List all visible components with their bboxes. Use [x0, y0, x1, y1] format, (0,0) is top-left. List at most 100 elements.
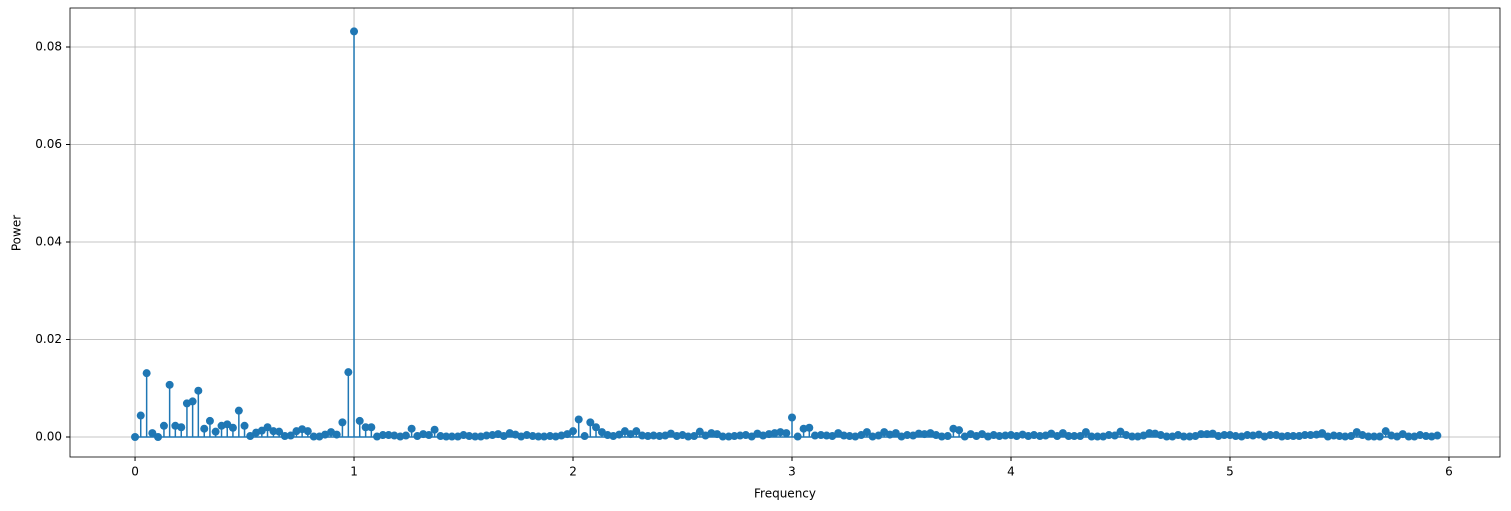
stem-marker	[1404, 432, 1413, 441]
stem-marker	[1306, 431, 1315, 440]
stem-marker	[205, 416, 214, 425]
stem-marker	[632, 427, 641, 436]
stem-marker	[1214, 432, 1223, 441]
stem-marker	[793, 432, 802, 441]
stem-marker	[442, 432, 451, 441]
y-tick-label: 0.00	[35, 430, 62, 444]
y-tick-label: 0.06	[35, 137, 62, 151]
stem-marker	[1070, 432, 1079, 441]
stem-marker	[690, 432, 699, 441]
stem-marker	[280, 432, 289, 441]
stem-marker	[805, 423, 814, 432]
stem-marker	[1266, 431, 1275, 440]
stem-marker	[782, 429, 791, 438]
stem-marker	[465, 432, 474, 441]
stem-marker	[955, 426, 964, 435]
stem-marker	[194, 386, 203, 395]
stem-marker	[1076, 432, 1085, 441]
x-tick-label: 2	[569, 465, 577, 479]
x-tick-label: 0	[131, 465, 139, 479]
stem-marker	[499, 432, 508, 441]
stem-marker	[154, 433, 163, 442]
stem-marker	[177, 423, 186, 432]
stem-marker	[142, 369, 151, 378]
stem-marker	[1179, 432, 1188, 441]
stem-marker	[1029, 431, 1038, 440]
stem-marker	[430, 425, 439, 434]
stem-marker	[776, 428, 785, 437]
stem-marker	[1104, 431, 1113, 440]
stem-marker	[275, 427, 284, 436]
stem-marker	[1248, 431, 1257, 440]
stem-marker	[1064, 432, 1073, 441]
stem-marker	[943, 432, 952, 441]
stem-marker	[407, 424, 416, 433]
stem-marker	[586, 418, 595, 427]
stem-marker	[1364, 432, 1373, 441]
stem-marker	[522, 431, 531, 440]
stem-marker	[903, 431, 912, 440]
stem-marker	[165, 380, 174, 389]
stem-marker	[580, 432, 589, 441]
stem-marker	[361, 423, 370, 432]
stem-marker	[200, 424, 209, 433]
x-tick-label: 4	[1007, 465, 1015, 479]
stem-marker	[338, 418, 347, 427]
stem-marker	[286, 431, 295, 440]
stem-marker	[159, 421, 168, 430]
stem-marker	[378, 431, 387, 440]
stem-marker	[995, 432, 1004, 441]
x-tick-label: 1	[350, 465, 358, 479]
stem-marker	[1381, 427, 1390, 436]
stem-marker	[828, 432, 837, 441]
stem-marker	[1283, 432, 1292, 441]
y-tick-label: 0.08	[35, 40, 62, 54]
stem-marker	[540, 432, 549, 441]
stem-marker	[695, 427, 704, 436]
y-tick-label: 0.02	[35, 332, 62, 346]
stem-marker	[228, 423, 237, 432]
stem-marker	[1231, 432, 1240, 441]
stem-marker	[920, 430, 929, 439]
stem-marker	[718, 432, 727, 441]
stem-marker	[136, 411, 145, 420]
plot-frame	[69, 7, 1501, 458]
stem-marker	[937, 432, 946, 441]
stem-marker	[1341, 432, 1350, 441]
stem-marker	[1347, 432, 1356, 441]
stem-marker	[1110, 431, 1119, 440]
stem-marker	[131, 433, 140, 442]
stem-marker	[148, 429, 157, 438]
stem-marker	[482, 431, 491, 440]
stem-marker	[344, 368, 353, 377]
stem-marker	[1087, 432, 1096, 441]
stem-marker	[355, 416, 364, 425]
stem-marker	[263, 423, 272, 432]
stem-marker	[401, 431, 410, 440]
x-tick-label: 6	[1445, 465, 1453, 479]
x-axis-label: Frequency	[754, 487, 816, 501]
stem-marker	[188, 397, 197, 406]
stem-marker	[424, 431, 433, 440]
stem-marker	[350, 27, 359, 36]
stem-marker	[390, 431, 399, 440]
stem-marker	[471, 432, 480, 441]
stem-marker	[1370, 432, 1379, 441]
stem-marker	[1416, 431, 1425, 440]
stem-marker	[1323, 432, 1332, 441]
stem-marker	[534, 432, 543, 441]
stem-marker	[1162, 432, 1171, 441]
stem-marker	[332, 430, 341, 439]
stem-marker	[1300, 431, 1309, 440]
stem-marker	[1197, 430, 1206, 439]
stem-marker	[684, 432, 693, 441]
stem-marker	[211, 427, 220, 436]
y-tick-label: 0.04	[35, 235, 62, 249]
stem-marker	[1093, 432, 1102, 441]
stem-marker	[1289, 432, 1298, 441]
stem-marker	[569, 427, 578, 436]
stem-marker	[309, 432, 318, 441]
stem-marker	[1081, 428, 1090, 437]
stem-marker	[868, 432, 877, 441]
